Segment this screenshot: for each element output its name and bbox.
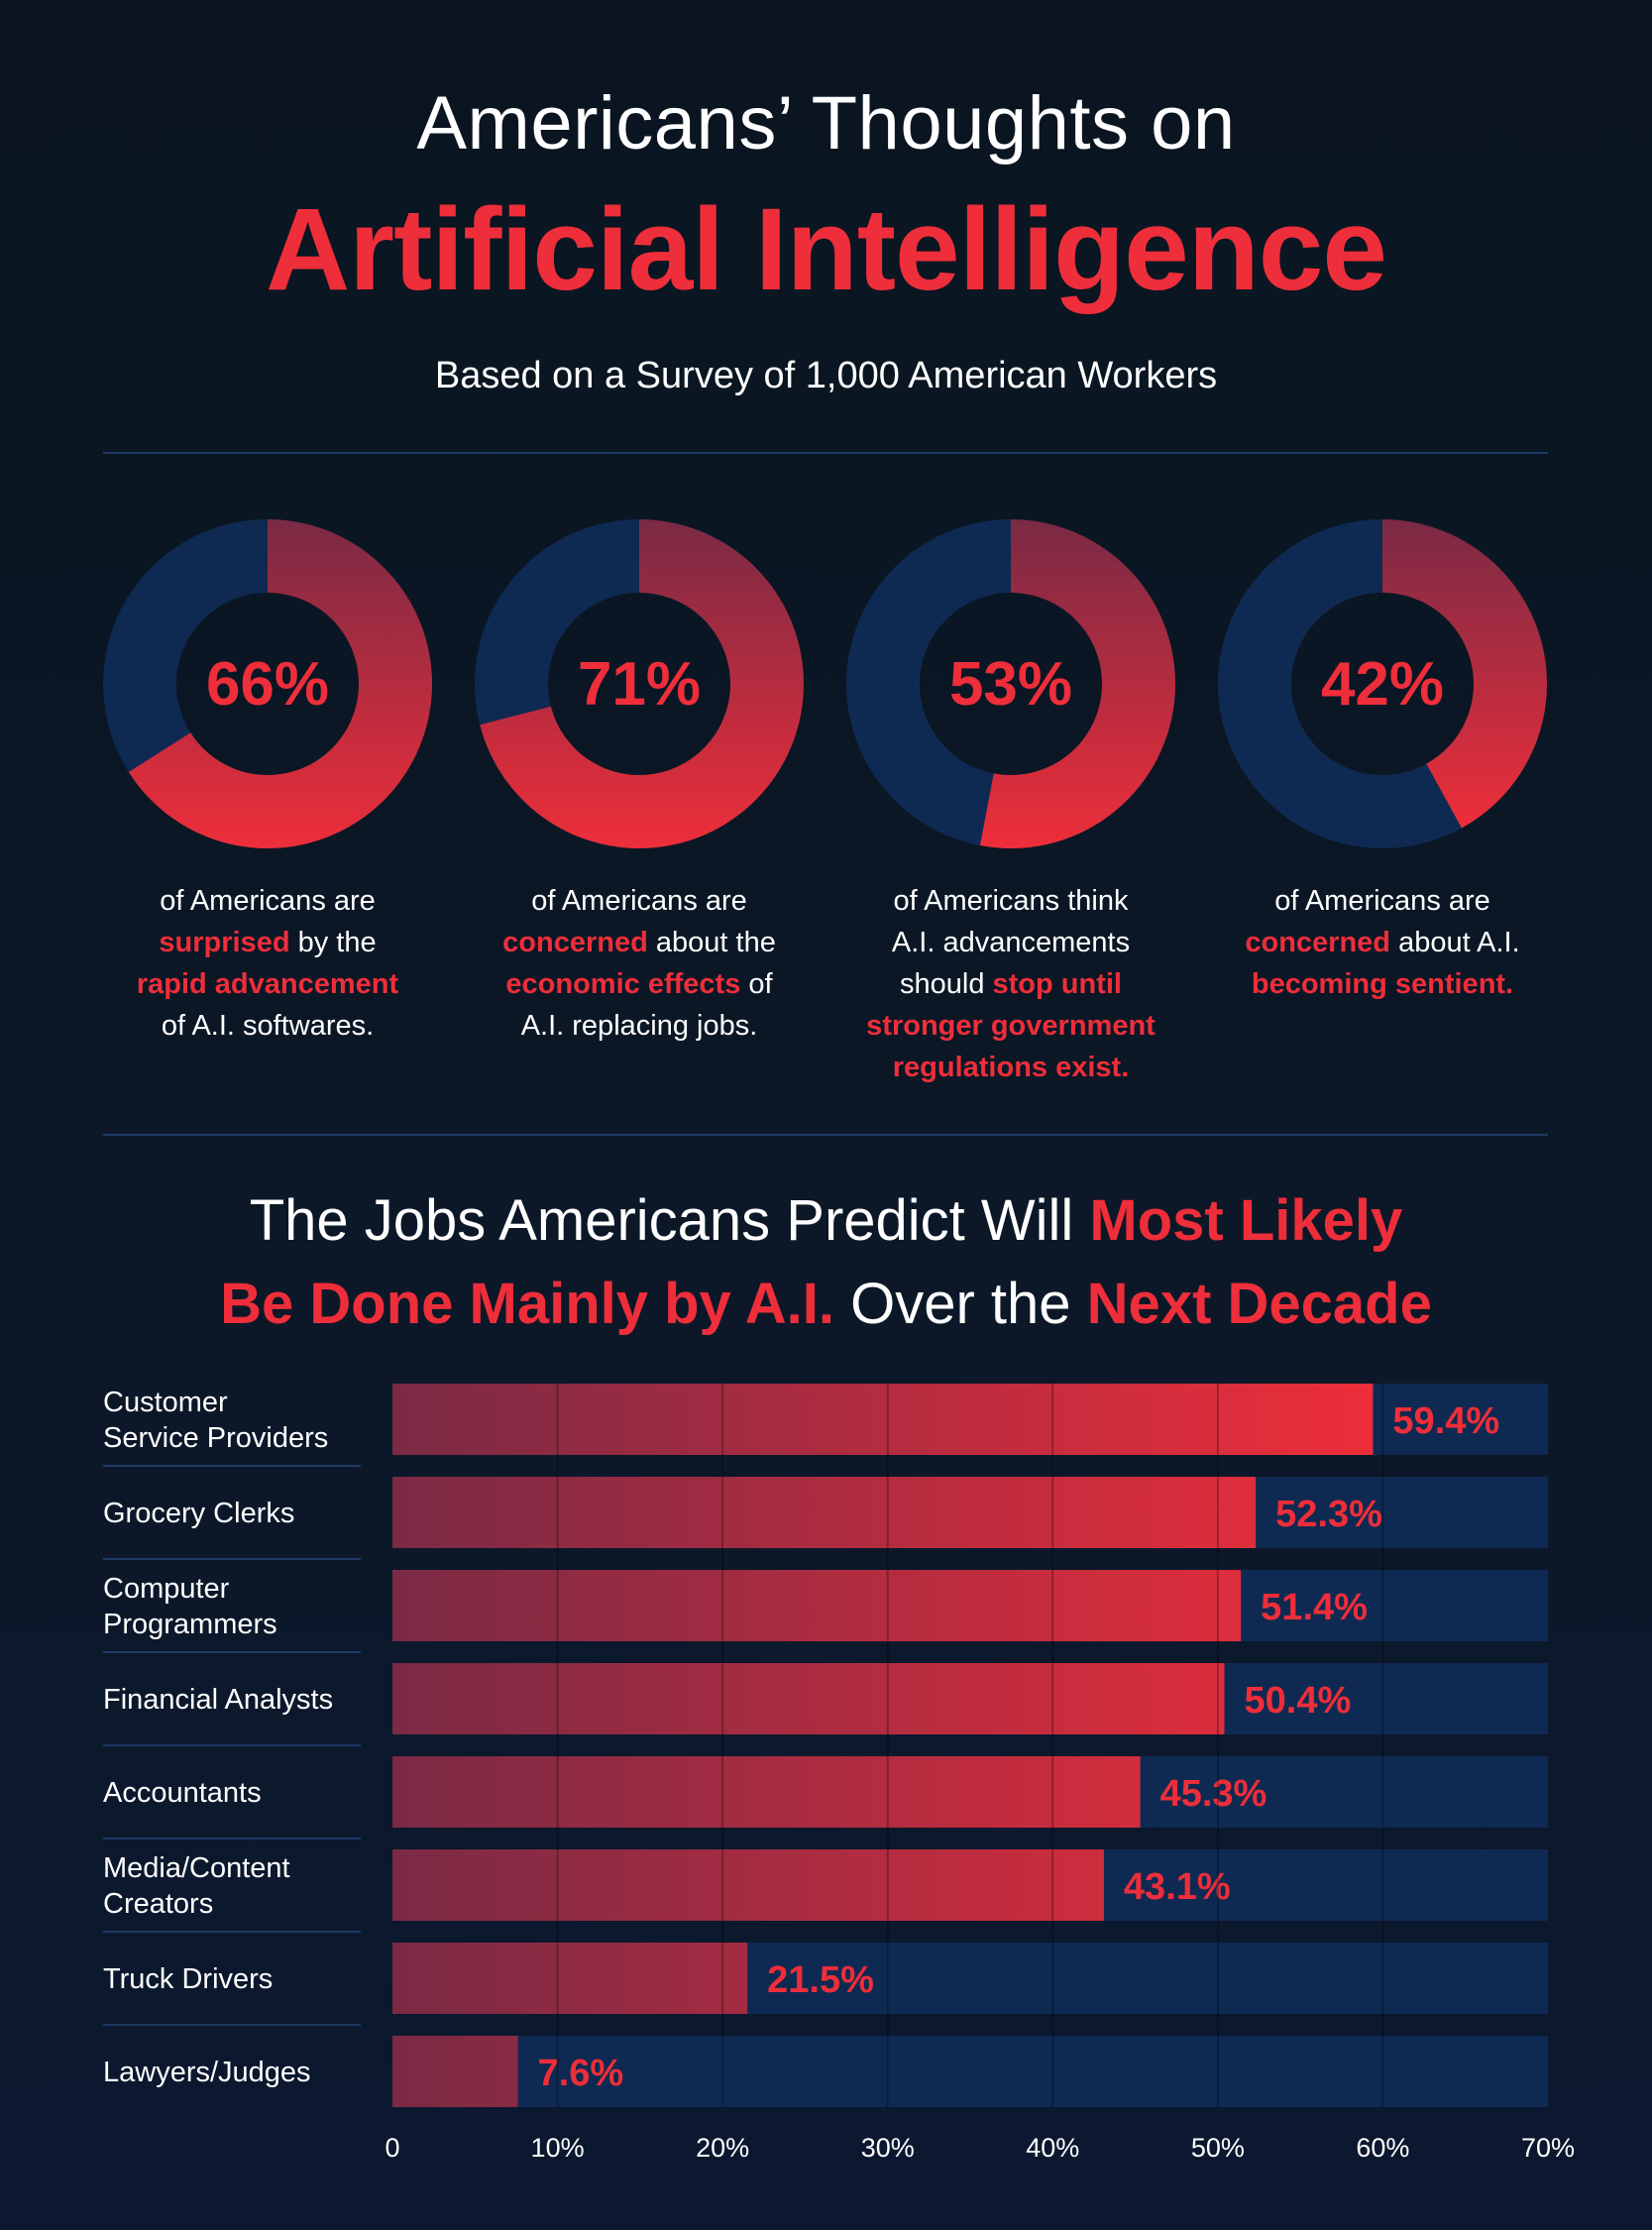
subtitle: Based on a Survey of 1,000 American Work… (434, 355, 1218, 396)
caption-text: about A.I. (1390, 927, 1520, 958)
category-label: Lawyers/Judges (103, 2057, 311, 2088)
bar (392, 1570, 1242, 1641)
bar-value-label: 51.4% (1261, 1587, 1368, 1628)
caption-text: of Americans think (893, 885, 1129, 917)
highlight-text: concerned (1245, 927, 1391, 958)
donut-remainder (845, 519, 1011, 846)
x-tick-label: 30% (861, 2133, 915, 2163)
bar-value-label: 7.6% (538, 2053, 624, 2094)
donut-remainder (103, 519, 268, 772)
x-tick-label: 50% (1191, 2133, 1245, 2163)
x-tick-label: 70% (1521, 2133, 1575, 2163)
category-label: Media/Content Creators (103, 1852, 290, 1920)
caption-text: Over the (834, 1272, 1087, 1336)
donut-remainder (1218, 519, 1462, 848)
category-label: Accountants (103, 1777, 262, 1809)
caption-text: about the (647, 927, 776, 958)
donut-chart (103, 519, 433, 848)
donut-value-slice (128, 519, 433, 848)
donut-card: 71% of Americans are concerned about the ec… (471, 515, 808, 1042)
donut-chart (1218, 519, 1547, 848)
highlight-text: Next Decade (1086, 1272, 1432, 1336)
caption-text: of A.I. softwares. (161, 1010, 375, 1042)
bar-value-label: 50.4% (1245, 1680, 1352, 1722)
x-tick-label: 60% (1356, 2133, 1409, 2163)
donut-caption: of Americans are concerned about the econo… (451, 880, 827, 1047)
caption-text: of (740, 968, 773, 1000)
x-tick-label: 0 (385, 2133, 399, 2163)
divider-middle (103, 1134, 1548, 1136)
x-tick-label: 20% (696, 2133, 749, 2163)
bar (392, 1756, 1141, 1828)
bar (392, 1384, 1374, 1455)
bar-track (392, 2036, 1548, 2107)
category-label: Truck Drivers (103, 1963, 273, 1995)
donut-percent: 66% (205, 649, 330, 719)
category-label: Customer Service Providers (103, 1387, 328, 1454)
caption-text: should (900, 968, 993, 1000)
bar-value-label: 21.5% (767, 1959, 874, 2001)
donut-card: 53% of Americans think A.I. advancements sh… (842, 515, 1179, 1083)
bar-value-label: 43.1% (1124, 1866, 1231, 1908)
caption-text: of Americans are (160, 885, 376, 917)
caption-text: of Americans are (1274, 885, 1490, 917)
bar-value-label: 52.3% (1275, 1494, 1382, 1535)
highlight-text: rapid advancement (136, 968, 399, 1000)
title-line-2: Artificial Intelligence (265, 184, 1387, 315)
donut-card: 42% of Americans are concerned about A.I. b… (1214, 515, 1551, 1000)
category-label: Computer Programmers (103, 1573, 277, 1640)
donut-caption: of Americans are surprised by the rapid a… (79, 880, 456, 1047)
bar (392, 1477, 1257, 1548)
bar-value-label: 59.4% (1392, 1400, 1499, 1442)
title-line-1: Americans’ Thoughts on (416, 81, 1236, 166)
donut-percent: 71% (577, 649, 702, 719)
highlight-text: economic effects (505, 968, 741, 1000)
bar-value-label: 45.3% (1160, 1773, 1267, 1815)
category-label: Financial Analysts (103, 1684, 333, 1716)
bar (392, 2036, 518, 2107)
donut-value-slice (480, 519, 804, 848)
donut-card: 66% of Americans are surprised by the rapi… (99, 515, 436, 1042)
caption-text: The Jobs Americans Predict Will (249, 1188, 1090, 1253)
donut-caption: of Americans are concerned about A.I. beco… (1194, 880, 1571, 1005)
donut-caption: of Americans think A.I. advancements shoul… (823, 880, 1199, 1088)
highlight-text: Be Done Mainly by A.I. (220, 1272, 835, 1336)
caption-text: A.I. replacing jobs. (520, 1010, 758, 1042)
x-tick-label: 40% (1026, 2133, 1079, 2163)
highlight-text: concerned (502, 927, 648, 958)
section-title: The Jobs Americans Predict Will Most Lik… (0, 1179, 1652, 1346)
header: Americans’ Thoughts on Artificial Intell… (0, 79, 1652, 397)
highlight-text: becoming sentient. (1251, 968, 1514, 1000)
caption-text: of Americans are (531, 885, 747, 917)
divider-top (103, 452, 1548, 454)
highlight-text: stop until (992, 968, 1122, 1000)
highlight-text: surprised (159, 927, 290, 958)
donut-percent: 42% (1320, 649, 1445, 719)
caption-text: by the (289, 927, 377, 958)
category-label: Grocery Clerks (103, 1498, 294, 1529)
bar (392, 1943, 748, 2014)
donut-percent: 53% (948, 649, 1073, 719)
bar (392, 1663, 1225, 1734)
donut-value-slice (979, 519, 1175, 848)
donut-remainder (475, 519, 639, 725)
x-tick-label: 10% (531, 2133, 585, 2163)
highlight-text: stronger government (866, 1010, 1156, 1042)
donut-chart (475, 519, 804, 848)
donut-chart (845, 519, 1175, 848)
donut-value-slice (1382, 519, 1547, 829)
caption-text: A.I. advancements (891, 927, 1131, 958)
bar (392, 1849, 1104, 1921)
highlight-text: Most Likely (1089, 1188, 1403, 1253)
highlight-text: regulations exist. (892, 1052, 1130, 1083)
